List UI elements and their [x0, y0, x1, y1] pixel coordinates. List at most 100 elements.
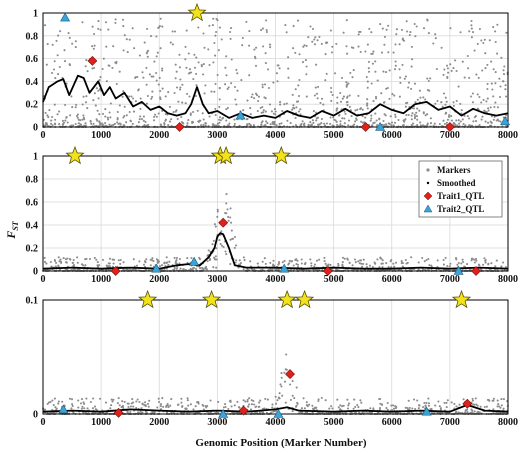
- marker-point: [105, 45, 108, 48]
- marker-point: [429, 77, 432, 80]
- marker-point: [353, 398, 356, 401]
- marker-point: [502, 73, 506, 76]
- marker-point: [202, 408, 205, 411]
- marker-point: [295, 100, 299, 103]
- marker-point: [416, 98, 419, 101]
- marker-point: [45, 63, 48, 66]
- marker-point: [244, 400, 247, 403]
- marker-point: [461, 60, 464, 63]
- marker-point: [443, 68, 446, 71]
- marker-point: [495, 259, 498, 262]
- marker-point: [417, 261, 420, 264]
- marker-point: [193, 66, 197, 69]
- marker-point: [218, 105, 221, 108]
- marker-point: [311, 40, 314, 43]
- marker-point: [366, 98, 369, 101]
- marker-point: [370, 31, 373, 34]
- marker-point: [382, 101, 386, 104]
- marker-point: [208, 24, 211, 27]
- marker-point: [101, 122, 104, 125]
- marker-point: [357, 260, 360, 263]
- marker-point: [390, 404, 393, 407]
- marker-point: [173, 256, 176, 259]
- marker-point: [487, 107, 490, 110]
- marker-point: [374, 70, 377, 73]
- marker-point: [185, 29, 188, 32]
- marker-point: [329, 116, 332, 119]
- marker-point: [437, 400, 440, 403]
- x-tick-label: 2000: [149, 130, 169, 141]
- marker-point: [188, 95, 191, 98]
- panel-1: 0 0.2 0.4 0.6 0.8 1 0 1000 2000 3000 4000 5000 6000 7…: [26, 2, 518, 141]
- marker-point: [339, 404, 342, 407]
- marker-point: [371, 62, 374, 65]
- marker-point: [201, 266, 204, 269]
- marker-point: [382, 119, 385, 123]
- marker-point: [382, 70, 385, 73]
- marker-point: [81, 405, 84, 408]
- marker-point: [354, 109, 357, 112]
- marker-point: [424, 114, 427, 117]
- marker-point: [398, 68, 401, 71]
- marker-point: [461, 260, 465, 264]
- marker-point: [439, 407, 442, 410]
- marker-point: [227, 215, 230, 218]
- marker-point: [457, 119, 460, 122]
- marker-point: [255, 46, 258, 49]
- marker-point: [393, 265, 396, 268]
- marker-point: [394, 64, 397, 67]
- marker-point: [132, 110, 136, 113]
- trait1-qtl-marker: [218, 217, 229, 228]
- marker-point: [174, 63, 177, 66]
- marker-point: [285, 368, 288, 371]
- marker-point: [104, 121, 107, 125]
- marker-point: [487, 109, 490, 112]
- marker-point: [329, 29, 332, 32]
- marker-point: [215, 258, 218, 261]
- marker-point: [283, 103, 286, 106]
- marker-point: [454, 59, 457, 62]
- marker-point: [380, 92, 383, 95]
- marker-point: [383, 35, 387, 38]
- marker-point: [313, 94, 316, 97]
- marker-point: [348, 261, 351, 264]
- marker-point: [486, 97, 489, 100]
- trait1-qtl-marker: [322, 266, 333, 276]
- marker-point: [311, 404, 314, 407]
- marker-point: [411, 112, 414, 115]
- x-tick-label: 7000: [440, 130, 460, 141]
- marker-point: [399, 76, 402, 79]
- marker-point: [410, 114, 413, 117]
- marker-point: [370, 82, 373, 85]
- marker-point: [386, 86, 389, 90]
- marker-point: [302, 397, 305, 400]
- marker-point: [380, 257, 383, 260]
- marker-point: [462, 122, 465, 126]
- marker-point: [361, 115, 364, 118]
- smoothed-line: [42, 74, 509, 119]
- marker-point: [297, 94, 301, 98]
- star-marker: [65, 145, 85, 165]
- marker-point: [493, 115, 496, 118]
- marker-point: [293, 397, 296, 400]
- marker-point: [298, 78, 301, 82]
- x-tick-label: 3000: [207, 274, 227, 285]
- marker-point: [301, 120, 304, 123]
- marker-point: [122, 25, 125, 28]
- marker-point: [264, 262, 267, 265]
- marker-point: [461, 411, 464, 414]
- marker-point: [440, 46, 443, 49]
- marker-point: [274, 110, 277, 113]
- legend-markers-label: Markers: [437, 165, 471, 175]
- marker-point: [452, 67, 455, 70]
- marker-point: [392, 407, 396, 410]
- marker-point: [479, 405, 482, 408]
- marker-point: [186, 257, 189, 260]
- marker-point: [287, 56, 290, 59]
- marker-point: [341, 117, 344, 120]
- marker-point: [278, 67, 281, 70]
- marker-point: [202, 73, 205, 76]
- marker-point: [410, 118, 413, 121]
- marker-point: [190, 71, 193, 74]
